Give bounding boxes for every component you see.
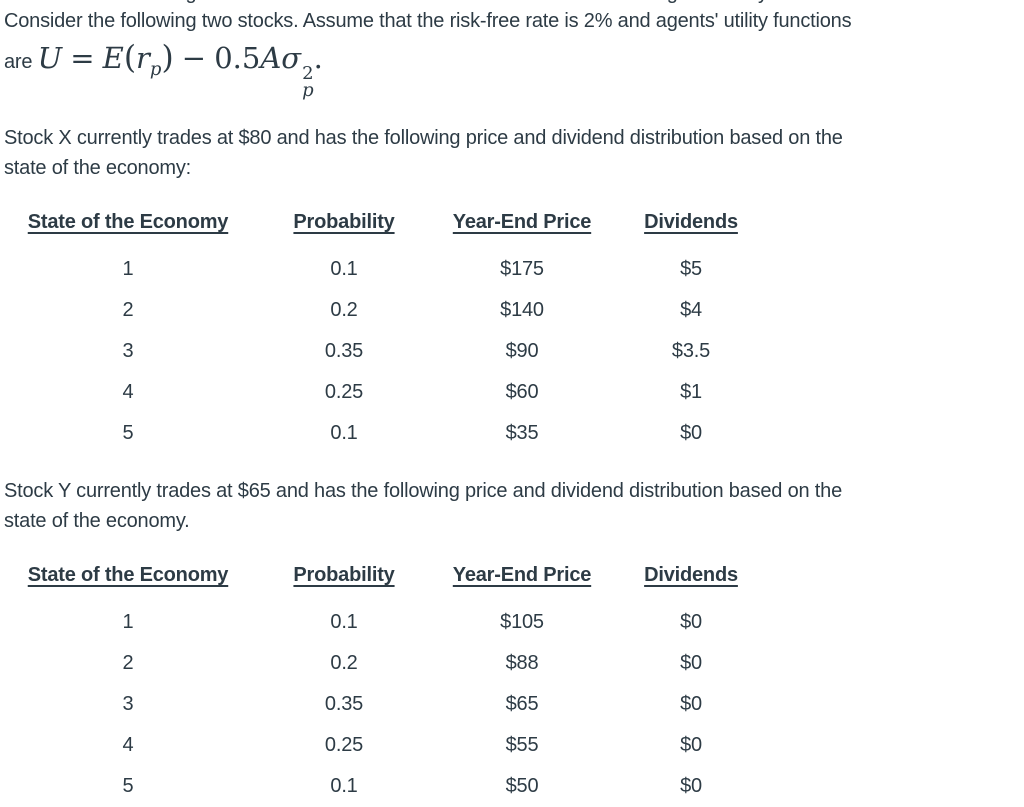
formula-sigma-superscript: 2 [302,63,314,85]
table-cell: 0.1 [330,775,358,798]
formula-right-paren: ) [161,40,174,76]
table-cell: 1 [122,258,134,281]
table-cell: $90 [505,340,539,363]
table-row: 2 0.2 $140 $4 [12,290,782,331]
utility-formula: U = E(rp) −0.5Aσ 2 p. [37,40,323,100]
stock-x-paragraph: Stock X currently trades at $80 and has … [4,123,1024,183]
table-cell: $65 [505,693,539,716]
formula-var-r: r [136,41,150,75]
formula-var-u: U [37,41,63,75]
column-header: Probability [293,564,395,587]
stock-y-line-2: state of the economy. [4,510,190,533]
table-cell: $50 [505,775,539,798]
column-header: Dividends [644,564,738,587]
formula-r-subscript: p [149,59,162,81]
column-header: State of the Economy [27,211,229,234]
table-cell: $60 [505,381,539,404]
table-cell: $0 [680,775,702,798]
clipped-text-artifact: Consider the following two stocks. Assum… [4,0,1024,4]
column-header: Year-End Price [452,211,592,234]
formula-coefficient: 0.5 [214,41,261,75]
column-header: Year-End Price [452,564,592,587]
table-row: 1 0.1 $175 $5 [12,249,782,290]
table-row: 4 0.25 $55 $0 [12,725,782,766]
table-cell: $88 [505,652,539,675]
table-row: 3 0.35 $65 $0 [12,684,782,725]
formula-lead-word: are [4,51,33,73]
table-cell: 3 [122,693,134,716]
table-cell: 0.2 [330,652,358,675]
intro-paragraph: Consider the following two stocks. Assum… [4,6,1024,100]
stock-x-distribution-table: State of the Economy Probability Year-End … [12,211,782,454]
table-cell: 0.35 [324,340,364,363]
header-row: State of the Economy Probability Year-End … [12,211,782,249]
utility-formula-line: are U = E(rp) −0.5Aσ 2 p. [4,36,1024,100]
table-cell: 0.35 [324,693,364,716]
formula-sigma-subscript: p [302,80,314,102]
table-cell: $0 [680,652,702,675]
table-cell: 5 [122,422,134,445]
table-cell: 3 [122,340,134,363]
table-cell: 0.1 [330,611,358,634]
table-cell: $0 [680,693,702,716]
table-cell: 1 [122,611,134,634]
stock-y-table-body: 1 0.1 $105 $0 2 0.2 $88 $0 3 0.35 $65 $0 4 0.25 $55 $0 5… [12,602,782,807]
stock-y-paragraph: Stock Y currently trades at $65 and has … [4,476,1024,536]
table-cell: $5 [680,258,702,281]
table-row: 2 0.2 $88 $0 [12,643,782,684]
header-row: State of the Economy Probability Year-End … [12,564,782,602]
table-cell: 0.1 [330,422,358,445]
formula-period: . [313,41,323,75]
formula-left-paren: ( [123,40,137,76]
table-cell: 2 [122,652,134,675]
table-cell: $55 [505,734,539,757]
intro-line-1: Consider the following two stocks. Assum… [4,10,852,32]
formula-var-a: A [260,41,282,75]
table-cell: $0 [680,422,702,445]
table-cell: 0.2 [330,299,358,322]
table-cell: $140 [500,299,544,322]
stock-y-line-1: Stock Y currently trades at $65 and has … [4,480,842,503]
table-cell: $0 [680,734,702,757]
formula-minus-sign: − [181,41,207,75]
table-cell: 0.25 [324,381,364,404]
table-cell: 5 [122,775,134,798]
stock-y-distribution-table: State of the Economy Probability Year-End … [12,564,782,807]
column-header: State of the Economy [27,564,229,587]
formula-equals-sign: = [70,41,95,75]
table-row: 4 0.25 $60 $1 [12,372,782,413]
stock-y-table-header: State of the Economy Probability Year-End … [12,564,782,602]
column-header: Dividends [644,211,738,234]
table-cell: 0.25 [324,734,364,757]
stock-x-line-2: state of the economy: [4,157,192,180]
formula-sigma: σ [281,41,302,75]
table-cell: $4 [680,299,702,322]
table-cell: $1 [680,381,702,404]
table-row: 5 0.1 $35 $0 [12,413,782,454]
formula-var-e: E [102,41,124,75]
table-cell: 4 [122,381,134,404]
table-cell: $175 [500,258,544,281]
table-cell: 0.1 [330,258,358,281]
table-cell: 4 [122,734,134,757]
table-cell: $3.5 [671,340,711,363]
stock-x-line-1: Stock X currently trades at $80 and has … [4,127,843,150]
table-cell: $0 [680,611,702,634]
table-cell: 2 [122,299,134,322]
table-row: 1 0.1 $105 $0 [12,602,782,643]
clipped-text-artifact-text: Consider the following two stocks. Assum… [4,0,1024,3]
table-cell: $35 [505,422,539,445]
stock-x-table-header: State of the Economy Probability Year-End … [12,211,782,249]
table-cell: $105 [500,611,544,634]
table-row: 5 0.1 $50 $0 [12,766,782,807]
table-row: 3 0.35 $90 $3.5 [12,331,782,372]
column-header: Probability [293,211,395,234]
stock-x-table-body: 1 0.1 $175 $5 2 0.2 $140 $4 3 0.35 $90 $3.5 4 0.25 $60… [12,249,782,454]
